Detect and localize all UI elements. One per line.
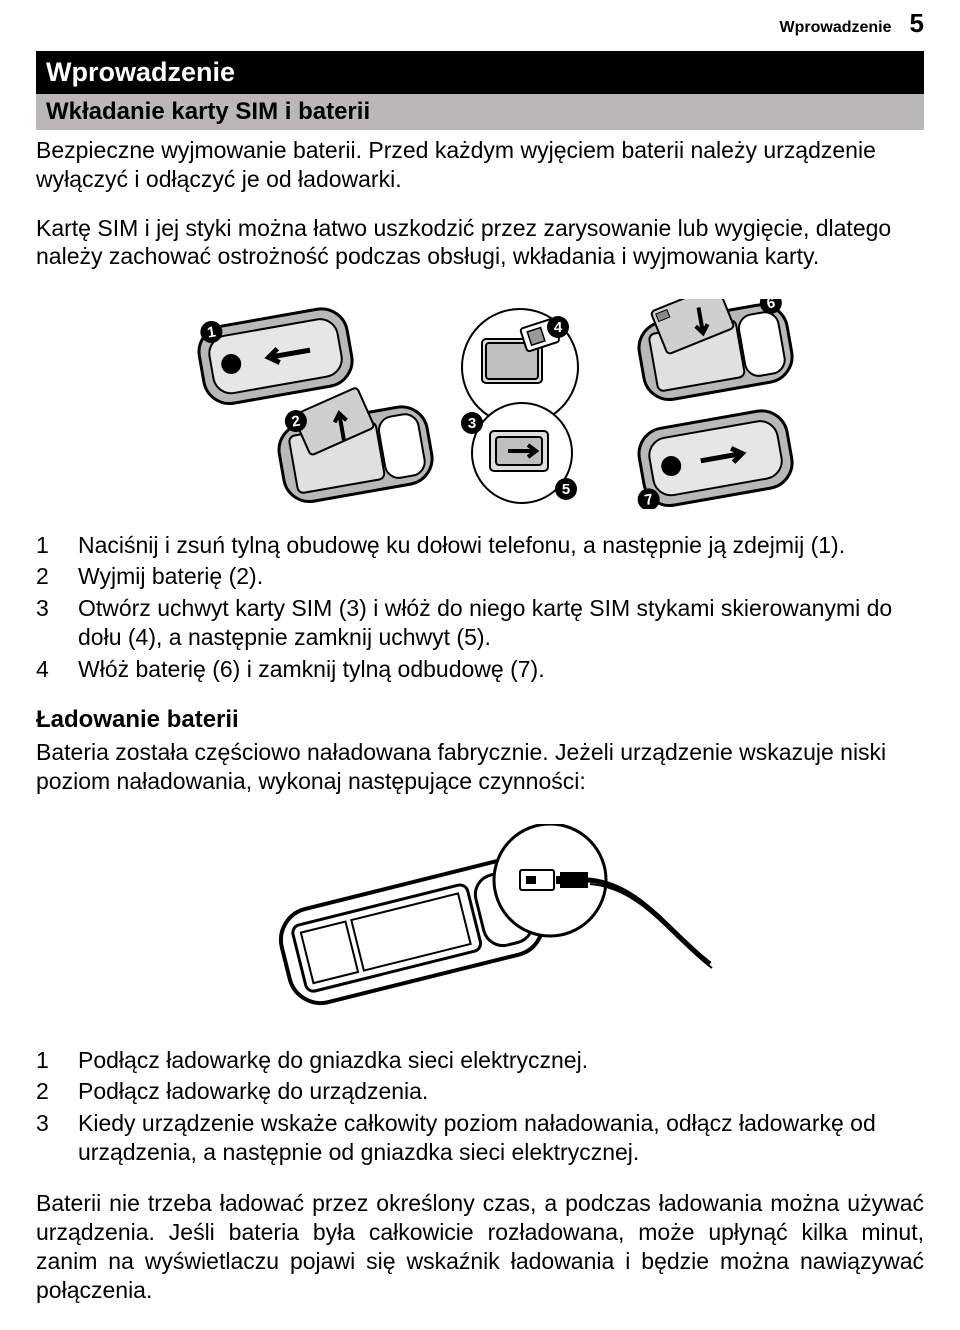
callout-3: 3 <box>468 415 476 432</box>
list-text: Włóż baterię (6) i zamknij tylną odbudow… <box>78 655 924 684</box>
steps-list-1: 1 Naciśnij i zsuń tylną obudowę ku dołow… <box>36 531 924 684</box>
list-text: Podłącz ładowarkę do urządzenia. <box>78 1077 924 1106</box>
header-chapter: Wprowadzenie <box>780 19 892 37</box>
closing-paragraph: Baterii nie trzeba ładować przez określo… <box>36 1189 924 1304</box>
charging-intro: Bateria została częściowo naładowana fab… <box>36 738 924 796</box>
section-title: Wprowadzenie <box>46 57 235 87</box>
callout-5: 5 <box>562 481 570 498</box>
list-item: 1 Naciśnij i zsuń tylną obudowę ku dołow… <box>36 531 924 560</box>
list-number: 2 <box>36 1077 58 1106</box>
list-text: Wyjmij baterię (2). <box>78 562 924 591</box>
intro-paragraph-1: Bezpieczne wyjmowanie baterii. Przed każ… <box>36 136 924 194</box>
list-text: Naciśnij i zsuń tylną obudowę ku dołowi … <box>78 531 924 560</box>
list-text: Kiedy urządzenie wskaże całkowity poziom… <box>78 1109 924 1168</box>
list-number: 3 <box>36 1109 58 1168</box>
subsection-title: Wkładanie karty SIM i baterii <box>46 98 370 125</box>
page-header: Wprowadzenie 5 <box>36 0 924 51</box>
list-item: 4 Włóż baterię (6) i zamknij tylną odbud… <box>36 655 924 684</box>
subsection-title-bar: Wkładanie karty SIM i baterii <box>36 94 924 130</box>
diagram-charging <box>36 824 924 1024</box>
list-text: Podłącz ładowarkę do gniazdka sieci elek… <box>78 1046 924 1075</box>
list-item: 3 Kiedy urządzenie wskaże całkowity pozi… <box>36 1109 924 1168</box>
callout-4: 4 <box>554 319 563 336</box>
charging-heading: Ładowanie baterii <box>36 706 924 734</box>
charging-illustration <box>240 824 720 1024</box>
list-item: 3 Otwórz uchwyt karty SIM (3) i włóż do … <box>36 594 924 653</box>
intro-paragraph-2: Kartę SIM i jej styki można łatwo uszkod… <box>36 214 924 272</box>
sim-battery-illustration: 1 2 <box>160 299 800 509</box>
section-title-bar: Wprowadzenie <box>36 51 924 94</box>
list-number: 1 <box>36 531 58 560</box>
list-item: 1 Podłącz ładowarkę do gniazdka sieci el… <box>36 1046 924 1075</box>
list-number: 1 <box>36 1046 58 1075</box>
header-page-number: 5 <box>910 8 924 39</box>
steps-list-2: 1 Podłącz ładowarkę do gniazdka sieci el… <box>36 1046 924 1168</box>
page: Wprowadzenie 5 Wprowadzenie Wkładanie ka… <box>0 0 960 1324</box>
list-number: 4 <box>36 655 58 684</box>
list-number: 3 <box>36 594 58 653</box>
diagram-sim-battery: 1 2 <box>36 299 924 509</box>
list-text: Otwórz uchwyt karty SIM (3) i włóż do ni… <box>78 594 924 653</box>
list-number: 2 <box>36 562 58 591</box>
list-item: 2 Podłącz ładowarkę do urządzenia. <box>36 1077 924 1106</box>
list-item: 2 Wyjmij baterię (2). <box>36 562 924 591</box>
